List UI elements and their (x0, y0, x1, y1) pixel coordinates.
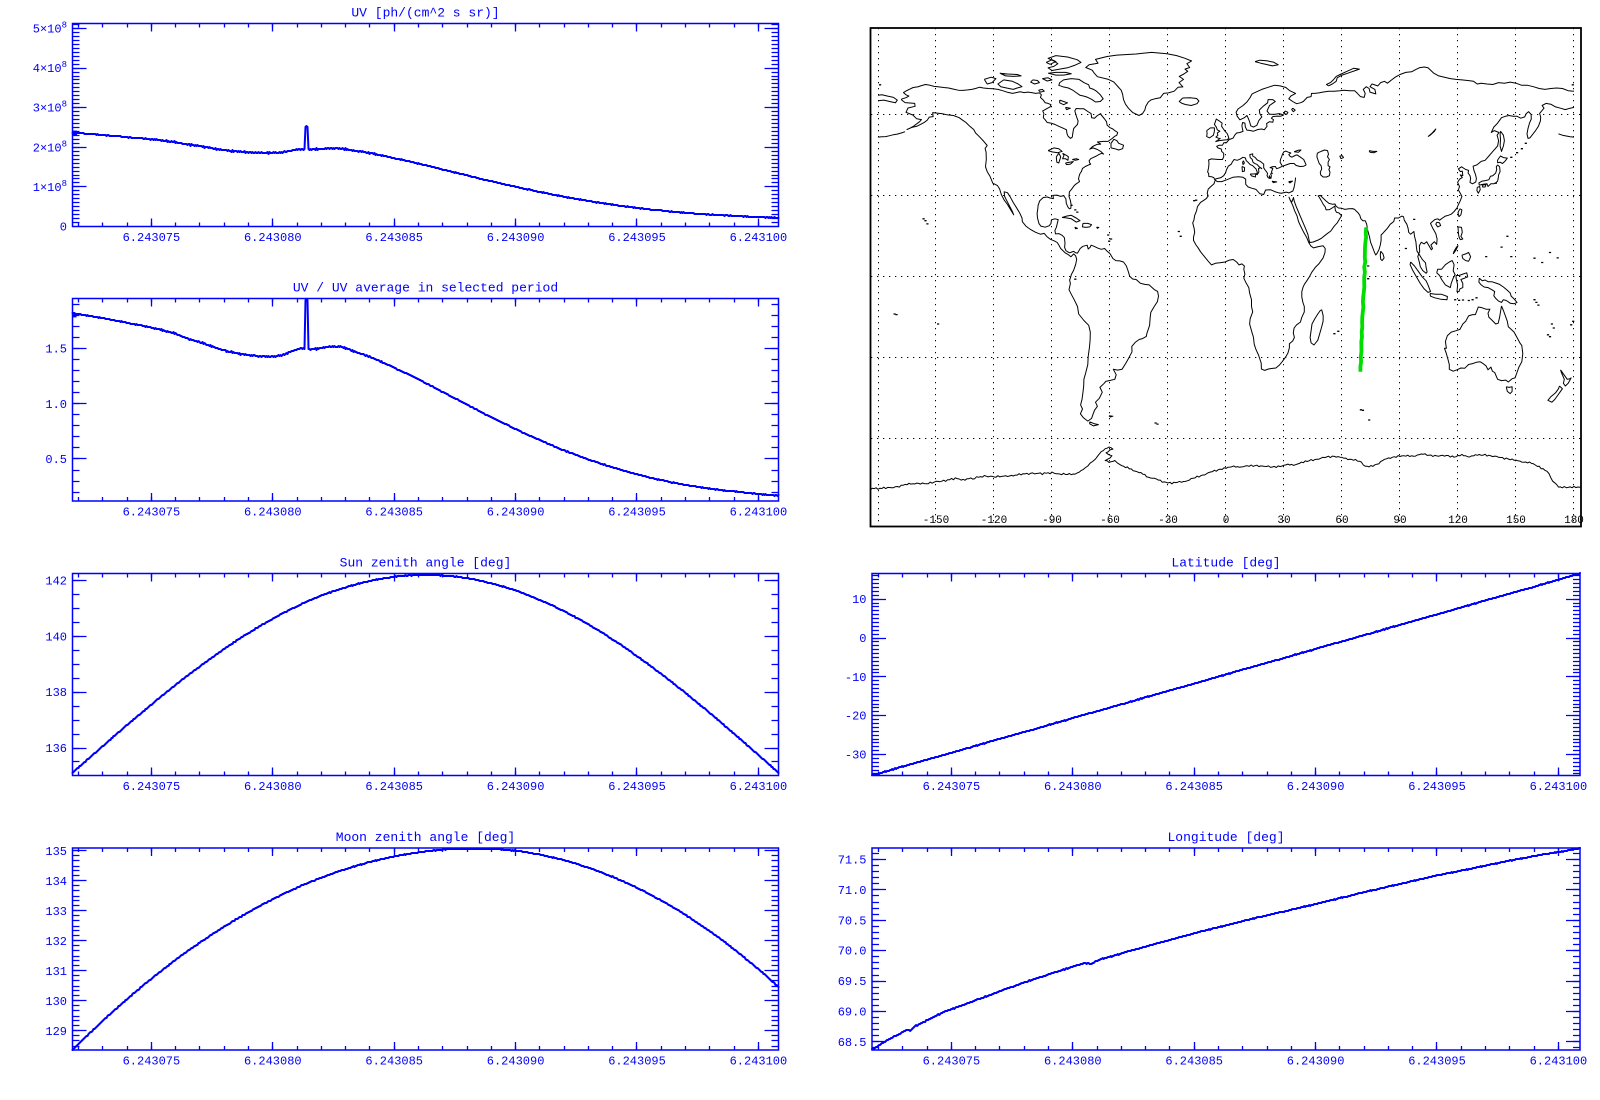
svg-text:6.243075: 6.243075 (123, 1055, 181, 1069)
svg-text:150: 150 (1506, 515, 1526, 527)
svg-text:-60: -60 (1100, 515, 1120, 527)
svg-text:68.5: 68.5 (838, 1036, 867, 1050)
svg-text:5×108: 5×108 (33, 21, 67, 37)
svg-text:129: 129 (45, 1025, 67, 1039)
svg-text:6.243100: 6.243100 (730, 1055, 788, 1069)
svg-text:132: 132 (45, 935, 67, 949)
svg-text:6.243100: 6.243100 (730, 231, 788, 245)
svg-text:6.243085: 6.243085 (1165, 780, 1223, 794)
svg-text:6.243075: 6.243075 (123, 506, 181, 520)
svg-text:10: 10 (852, 593, 866, 607)
svg-text:-20: -20 (845, 710, 867, 724)
svg-text:6.243075: 6.243075 (923, 1055, 981, 1069)
svg-text:6.243090: 6.243090 (1287, 1055, 1345, 1069)
svg-text:6.243095: 6.243095 (608, 780, 666, 794)
svg-text:6.243075: 6.243075 (923, 780, 981, 794)
svg-text:133: 133 (45, 905, 67, 919)
svg-text:6.243075: 6.243075 (123, 780, 181, 794)
svg-text:Sun zenith angle [deg]: Sun zenith angle [deg] (340, 556, 512, 571)
svg-text:6.243095: 6.243095 (608, 506, 666, 520)
svg-text:134: 134 (45, 875, 67, 889)
svg-text:0: 0 (60, 221, 67, 235)
svg-text:6.243095: 6.243095 (608, 1055, 666, 1069)
svg-text:1×108: 1×108 (33, 179, 67, 195)
svg-text:70.0: 70.0 (838, 945, 867, 959)
svg-text:1.0: 1.0 (45, 398, 67, 412)
svg-text:140: 140 (45, 630, 67, 644)
svg-text:Latitude [deg]: Latitude [deg] (1171, 556, 1280, 571)
svg-text:Longitude [deg]: Longitude [deg] (1167, 830, 1284, 845)
svg-text:6.243100: 6.243100 (730, 780, 788, 794)
svg-text:0: 0 (859, 632, 866, 646)
svg-text:UV [ph/(cm^2 s sr)]: UV [ph/(cm^2 s sr)] (351, 6, 499, 21)
svg-text:-150: -150 (923, 515, 949, 527)
svg-text:70.5: 70.5 (838, 914, 867, 928)
svg-text:135: 135 (45, 845, 67, 859)
svg-text:6.243080: 6.243080 (244, 780, 302, 794)
svg-text:6.243075: 6.243075 (123, 231, 181, 245)
svg-text:6.243085: 6.243085 (365, 1055, 423, 1069)
svg-text:0: 0 (1223, 515, 1230, 527)
svg-text:6.243100: 6.243100 (1530, 1055, 1588, 1069)
svg-text:142: 142 (45, 575, 67, 589)
svg-text:120: 120 (1448, 515, 1468, 527)
svg-text:6.243085: 6.243085 (365, 231, 423, 245)
svg-text:136: 136 (45, 742, 67, 756)
svg-text:6.243100: 6.243100 (730, 506, 788, 520)
svg-text:6.243095: 6.243095 (608, 231, 666, 245)
svg-text:6.243090: 6.243090 (487, 780, 545, 794)
svg-text:69.5: 69.5 (838, 975, 867, 989)
svg-text:6.243080: 6.243080 (244, 506, 302, 520)
svg-text:138: 138 (45, 686, 67, 700)
svg-text:6.243085: 6.243085 (1165, 1055, 1223, 1069)
svg-text:6.243090: 6.243090 (1287, 780, 1345, 794)
svg-text:30: 30 (1277, 515, 1290, 527)
svg-text:130: 130 (45, 995, 67, 1009)
svg-text:Moon zenith angle [deg]: Moon zenith angle [deg] (336, 830, 515, 845)
svg-text:71.0: 71.0 (838, 884, 867, 898)
svg-text:71.5: 71.5 (838, 854, 867, 868)
svg-text:-30: -30 (845, 749, 867, 763)
svg-text:131: 131 (45, 965, 67, 979)
svg-text:6.243100: 6.243100 (1530, 780, 1588, 794)
svg-text:4×108: 4×108 (33, 60, 67, 76)
svg-text:6.243095: 6.243095 (1408, 1055, 1466, 1069)
svg-text:60: 60 (1335, 515, 1348, 527)
svg-text:6.243080: 6.243080 (1044, 780, 1102, 794)
svg-text:-30: -30 (1158, 515, 1178, 527)
svg-text:6.243090: 6.243090 (487, 1055, 545, 1069)
svg-text:6.243080: 6.243080 (1044, 1055, 1102, 1069)
svg-text:1.5: 1.5 (45, 343, 67, 357)
svg-text:UV / UV average in selected pe: UV / UV average in selected period (293, 281, 558, 296)
svg-text:6.243090: 6.243090 (487, 506, 545, 520)
svg-text:6.243085: 6.243085 (365, 780, 423, 794)
svg-text:90: 90 (1393, 515, 1406, 527)
svg-text:6.243090: 6.243090 (487, 231, 545, 245)
svg-text:6.243080: 6.243080 (244, 1055, 302, 1069)
svg-text:69.0: 69.0 (838, 1006, 867, 1020)
svg-text:3×108: 3×108 (33, 100, 67, 116)
svg-text:180: 180 (1564, 515, 1584, 527)
svg-text:6.243085: 6.243085 (365, 506, 423, 520)
svg-text:-90: -90 (1042, 515, 1062, 527)
svg-text:6.243080: 6.243080 (244, 231, 302, 245)
svg-text:2×108: 2×108 (33, 139, 67, 155)
svg-text:-120: -120 (981, 515, 1007, 527)
svg-text:6.243095: 6.243095 (1408, 780, 1466, 794)
svg-text:-10: -10 (845, 671, 867, 685)
svg-text:0.5: 0.5 (45, 453, 67, 467)
